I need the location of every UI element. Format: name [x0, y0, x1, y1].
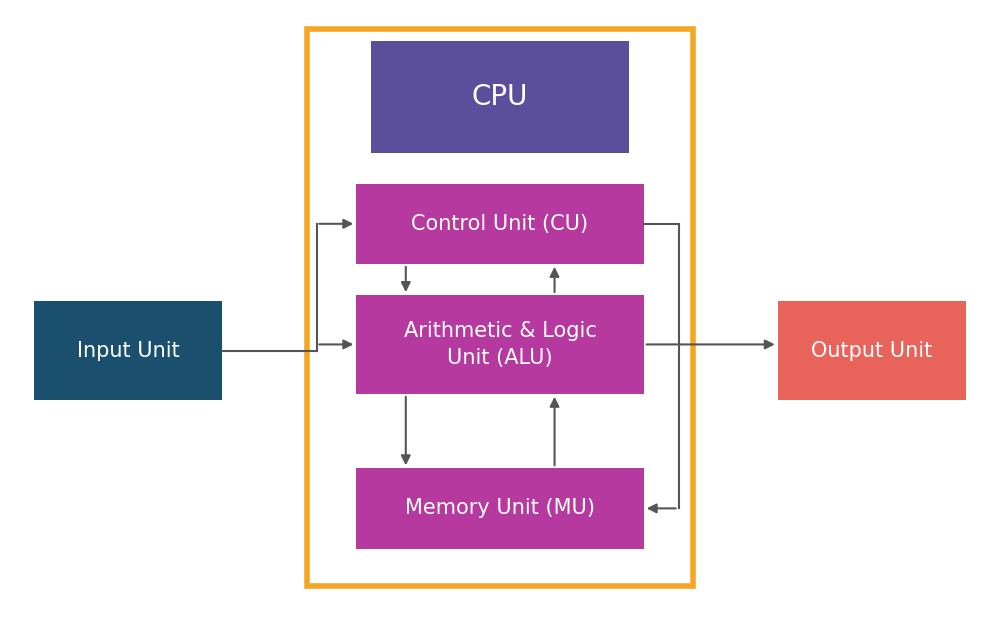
Text: Control Unit (CU): Control Unit (CU) [411, 214, 589, 234]
FancyBboxPatch shape [356, 468, 644, 549]
FancyBboxPatch shape [371, 41, 629, 152]
Text: Input Unit: Input Unit [77, 340, 180, 361]
Text: Memory Unit (MU): Memory Unit (MU) [405, 498, 595, 519]
FancyBboxPatch shape [778, 301, 966, 400]
Text: Arithmetic & Logic
Unit (ALU): Arithmetic & Logic Unit (ALU) [404, 321, 596, 367]
FancyBboxPatch shape [34, 301, 222, 400]
Text: Output Unit: Output Unit [811, 340, 932, 361]
FancyBboxPatch shape [356, 184, 644, 264]
FancyBboxPatch shape [356, 295, 644, 394]
Text: CPU: CPU [472, 83, 528, 111]
